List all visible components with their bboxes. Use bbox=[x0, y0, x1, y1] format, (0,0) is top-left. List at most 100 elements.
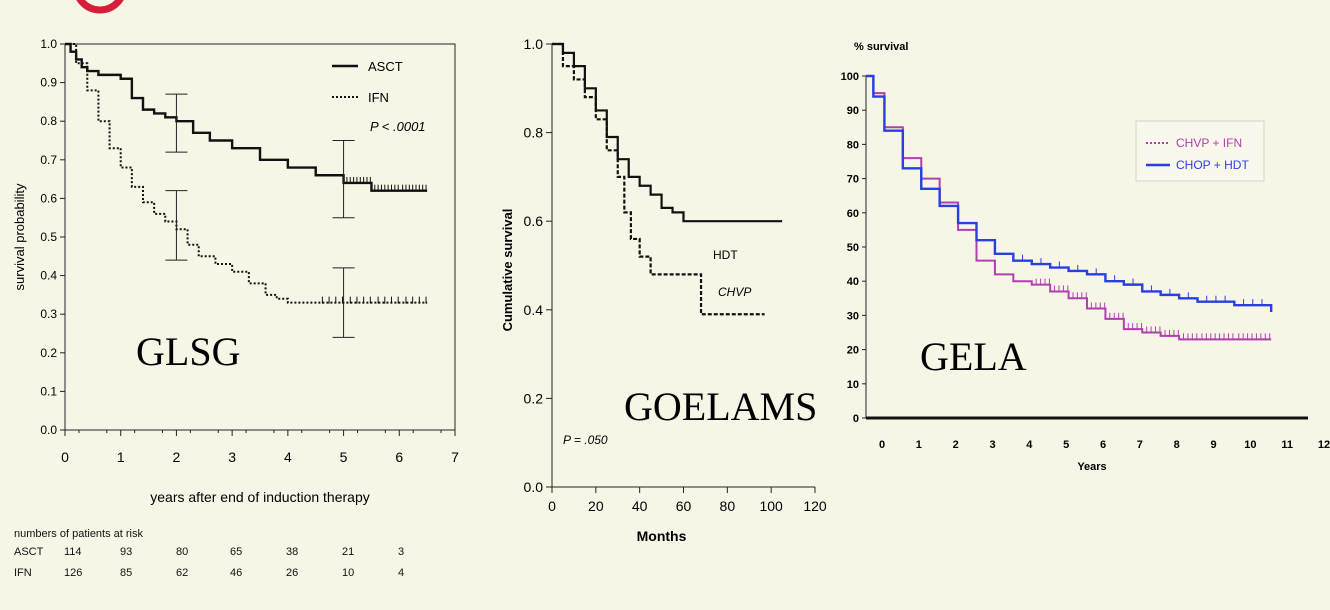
y-tick-label: 10 bbox=[847, 379, 859, 391]
x-tick-label: 40 bbox=[632, 498, 648, 514]
legend-label: CHOP + HDT bbox=[1176, 158, 1249, 172]
y-tick-label: 0.6 bbox=[524, 213, 544, 229]
risk-row-ifn: IFN 126 85 62 46 26 10 4 bbox=[14, 567, 484, 588]
x-tick-label: 0 bbox=[879, 439, 885, 451]
legend-label: CHVP + IFN bbox=[1176, 136, 1242, 150]
study-label: GLSG bbox=[136, 329, 240, 374]
y-tick-label: 0.8 bbox=[40, 114, 57, 128]
x-tick-label: 20 bbox=[588, 498, 604, 514]
y-axis-label: survival probability bbox=[12, 183, 27, 290]
risk-value: 126 bbox=[64, 567, 83, 579]
y-tick-label: 100 bbox=[841, 71, 859, 83]
y-tick-label: 40 bbox=[847, 276, 859, 288]
series-line-ifn bbox=[65, 43, 428, 304]
study-label: GOELAMS bbox=[624, 384, 817, 429]
x-tick-label: 5 bbox=[340, 449, 348, 465]
x-tick-label: 4 bbox=[1026, 439, 1033, 451]
y-tick-label: 0.5 bbox=[40, 230, 57, 244]
y-tick-label: 50 bbox=[847, 242, 859, 254]
x-tick-label: 6 bbox=[1100, 439, 1106, 451]
risk-value: 93 bbox=[120, 546, 133, 558]
x-tick-label: 5 bbox=[1063, 439, 1069, 451]
x-tick-label: 9 bbox=[1210, 439, 1216, 451]
y-tick-label: 70 bbox=[847, 174, 859, 186]
x-tick-label: 1 bbox=[916, 439, 922, 451]
x-tick-label: 1 bbox=[117, 449, 125, 465]
y-axis-label: Cumulative survival bbox=[500, 209, 515, 332]
x-tick-label: 2 bbox=[173, 449, 181, 465]
risk-value: 3 bbox=[398, 546, 405, 558]
y-tick-label: 0.6 bbox=[40, 191, 57, 205]
risk-table: numbers of patients at risk ASCT 114 93 … bbox=[14, 528, 484, 588]
y-tick-label: 20 bbox=[847, 345, 859, 357]
y-tick-label: 0.1 bbox=[40, 384, 57, 398]
x-tick-label: 2 bbox=[953, 439, 959, 451]
x-tick-label: 60 bbox=[676, 498, 692, 514]
risk-value: 62 bbox=[176, 567, 189, 579]
risk-label: IFN bbox=[14, 567, 32, 579]
legend-label: ASCT bbox=[368, 59, 403, 74]
risk-value: 85 bbox=[120, 567, 133, 579]
series-line-chop-hdt bbox=[866, 74, 1273, 312]
risk-table-title: numbers of patients at risk bbox=[14, 528, 144, 540]
y-tick-label: 0.0 bbox=[40, 423, 57, 437]
x-tick-label: 11 bbox=[1281, 439, 1293, 451]
y-tick-label: 0.3 bbox=[40, 307, 57, 321]
y-tick-label: 0.9 bbox=[40, 76, 57, 90]
risk-value: 114 bbox=[64, 546, 82, 558]
x-tick-label: 7 bbox=[1137, 439, 1143, 451]
y-tick-label: 0 bbox=[853, 413, 859, 425]
risk-value: 21 bbox=[342, 546, 355, 558]
y-tick-label: 0.0 bbox=[524, 479, 544, 495]
x-tick-label: 100 bbox=[759, 498, 783, 514]
risk-value: 10 bbox=[342, 567, 355, 579]
x-axis-label: Months bbox=[637, 528, 687, 544]
y-tick-label: 80 bbox=[847, 139, 859, 151]
x-tick-label: 10 bbox=[1244, 439, 1256, 451]
series-label-hdt: HDT bbox=[713, 248, 738, 262]
x-tick-label: 3 bbox=[228, 449, 236, 465]
x-axis-label: years after end of induction therapy bbox=[150, 489, 369, 505]
chart-goelams: 0.0 0.2 0.4 0.6 0.8 1.0 0 20 40 60 80 100 120 Months C… bbox=[500, 36, 827, 544]
series-label-chvp: CHVP bbox=[718, 285, 751, 299]
y-tick-label: 0.4 bbox=[40, 269, 57, 283]
y-axis-label: % survival bbox=[854, 41, 908, 53]
x-tick-label: 4 bbox=[284, 449, 292, 465]
risk-value: 26 bbox=[286, 567, 299, 579]
x-tick-label: 8 bbox=[1174, 439, 1180, 451]
risk-value: 38 bbox=[286, 546, 299, 558]
study-label: GELA bbox=[920, 334, 1027, 379]
risk-label: ASCT bbox=[14, 546, 44, 558]
y-tick-label: 0.2 bbox=[524, 390, 544, 406]
y-tick-label: 0.2 bbox=[40, 346, 57, 360]
y-tick-label: 90 bbox=[847, 105, 859, 117]
legend-label: IFN bbox=[368, 90, 389, 105]
y-tick-label: 1.0 bbox=[40, 37, 57, 51]
risk-value: 4 bbox=[398, 567, 405, 579]
chart-glsg: 0.0 0.1 0.2 0.3 0.4 0.5 0.6 0.7 0.8 0.9 1.0 0 1 2 3 4 5 6… bbox=[12, 37, 459, 505]
risk-value: 80 bbox=[176, 546, 189, 558]
y-tick-label: 30 bbox=[847, 310, 859, 322]
legend-box bbox=[1135, 120, 1265, 182]
logo-icon bbox=[76, 0, 124, 14]
x-tick-label: 12 bbox=[1318, 439, 1330, 451]
y-tick-label: 0.7 bbox=[40, 153, 57, 167]
x-tick-label: 80 bbox=[720, 498, 736, 514]
y-tick-label: 0.4 bbox=[524, 302, 544, 318]
risk-value: 46 bbox=[230, 567, 243, 579]
x-tick-label: 120 bbox=[803, 498, 827, 514]
x-tick-label: 3 bbox=[989, 439, 995, 451]
x-tick-label: 7 bbox=[451, 449, 459, 465]
x-tick-label: 0 bbox=[61, 449, 69, 465]
p-value-annotation: P = .050 bbox=[563, 433, 608, 447]
series-line-chvp bbox=[552, 42, 765, 316]
risk-row-asct: ASCT 114 93 80 65 38 21 3 bbox=[14, 546, 484, 567]
y-tick-label: 0.8 bbox=[524, 125, 544, 141]
p-value-annotation: P < .0001 bbox=[370, 119, 426, 134]
series-line-hdt bbox=[552, 42, 783, 223]
x-tick-label: 6 bbox=[395, 449, 403, 465]
risk-value: 65 bbox=[230, 546, 243, 558]
y-tick-label: 60 bbox=[847, 208, 859, 220]
